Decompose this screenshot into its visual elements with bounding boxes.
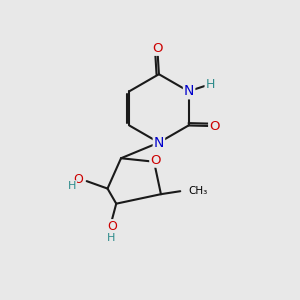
Text: O: O <box>150 154 161 167</box>
Text: CH₃: CH₃ <box>189 186 208 196</box>
Text: N: N <box>154 136 164 150</box>
Text: N: N <box>184 84 194 98</box>
Text: O: O <box>107 220 117 233</box>
Text: O: O <box>73 173 83 186</box>
Text: O: O <box>209 120 220 133</box>
Text: H: H <box>206 78 215 91</box>
Text: H: H <box>68 181 76 190</box>
Text: O: O <box>152 42 163 55</box>
Text: H: H <box>107 233 115 244</box>
